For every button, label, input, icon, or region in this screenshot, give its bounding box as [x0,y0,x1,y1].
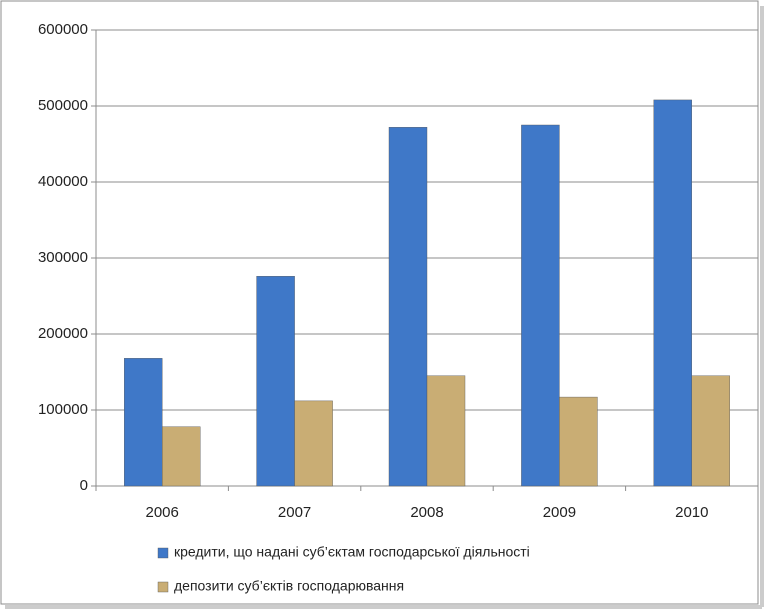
legend-label: депозити суб’єктів господарювання [174,578,404,594]
y-tick-label: 400000 [38,173,88,190]
legend: кредити, що надані суб’єктам господарськ… [157,544,530,594]
x-tick-label: 2008 [410,504,443,521]
y-tick-label: 200000 [38,325,88,342]
legend-swatch [157,547,169,559]
x-tick-label: 2009 [543,504,576,521]
bar [161,426,201,487]
y-tick-label: 500000 [38,97,88,114]
bar [691,375,730,487]
x-tick-label: 2010 [675,504,708,521]
x-tick-label: 2006 [146,504,179,521]
bar [559,396,598,487]
x-tick-label: 2007 [278,504,311,521]
y-tick-label: 100000 [38,401,88,418]
y-tick-label: 300000 [38,249,88,266]
bar [426,375,466,487]
y-tick-label: 600000 [38,21,88,38]
bar [294,400,333,487]
legend-swatch [157,581,169,593]
legend-label: кредити, що надані суб’єктам господарськ… [174,544,530,560]
bar [256,276,295,487]
chart-frame [0,0,759,605]
y-tick-label: 0 [80,477,88,494]
bar [521,124,560,487]
bar [653,99,692,487]
bar [123,358,163,487]
bar [388,127,428,487]
